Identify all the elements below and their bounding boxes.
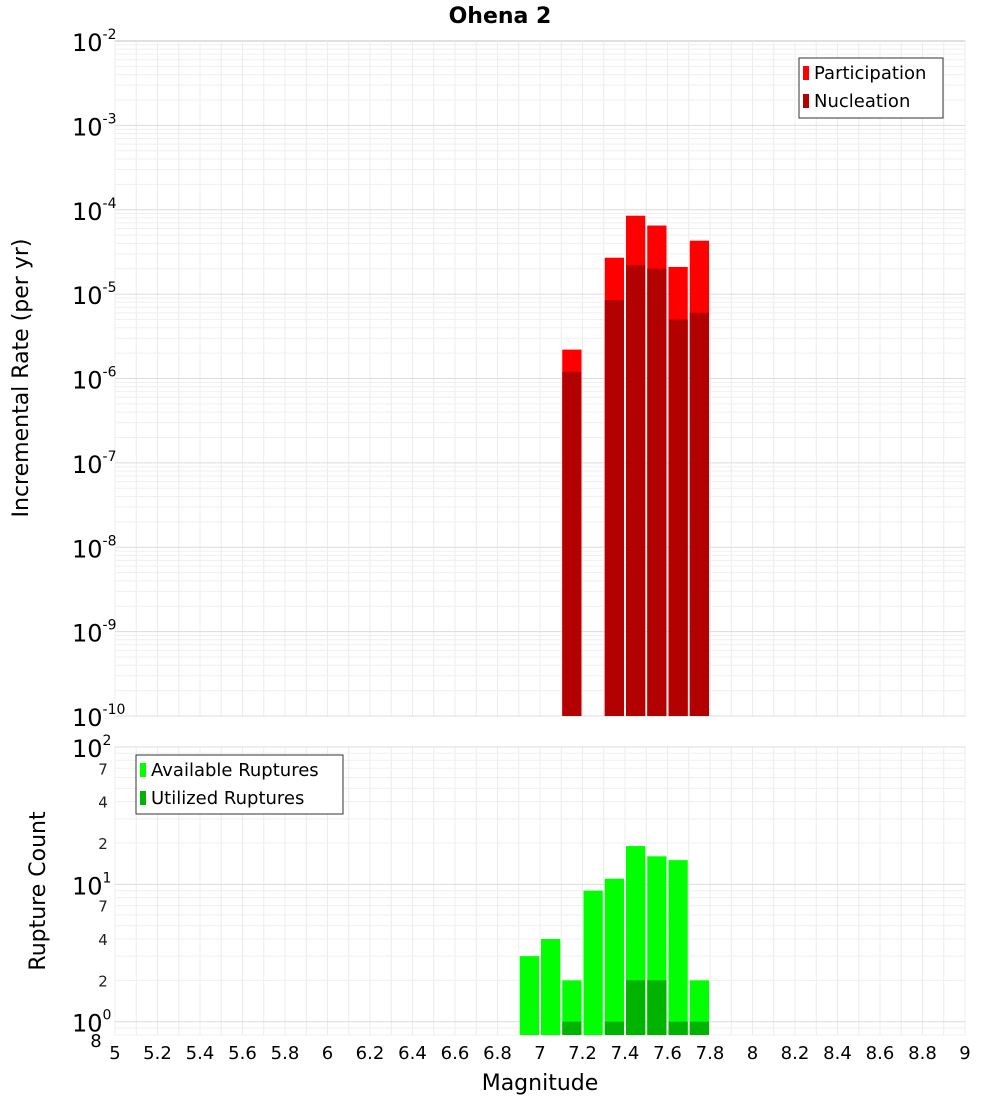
y-tick-label: 102	[72, 733, 111, 763]
legend-label: Available Ruptures	[151, 760, 319, 781]
y-tick-label: 10-4	[72, 196, 117, 226]
x-tick-label: 5.8	[271, 1043, 300, 1064]
y-minor-tick-label: 7	[98, 898, 108, 916]
x-tick-label: 6.6	[441, 1043, 470, 1064]
x-tick-label: 8.4	[823, 1043, 852, 1064]
y-minor-tick-label: 4	[98, 794, 108, 812]
bottom-y-axis-label: Rupture Count	[26, 811, 51, 971]
available-ruptures-bar	[519, 956, 539, 1035]
top-bars	[562, 215, 709, 717]
x-tick-label: 7	[534, 1043, 545, 1064]
utilized-ruptures-bar	[647, 980, 667, 1035]
x-tick-label: 7.6	[653, 1043, 682, 1064]
x-tick-label: 8.8	[908, 1043, 937, 1064]
y-tick-label: 10-2	[72, 27, 117, 57]
y-tick-label: 10-10	[72, 702, 125, 732]
x-tick-label: 7.8	[696, 1043, 725, 1064]
y-minor-tick-label: 4	[98, 931, 108, 949]
y-tick-label: 10-7	[72, 449, 117, 479]
legend-swatch	[140, 791, 146, 805]
x-tick-label: 5.6	[228, 1043, 257, 1064]
legend-label: Utilized Ruptures	[151, 788, 304, 809]
legend-box	[135, 754, 344, 815]
available-ruptures-bar	[604, 878, 624, 1035]
x-tick-label: 7.4	[611, 1043, 640, 1064]
x-tick-label: 6.8	[483, 1043, 512, 1064]
top-grid	[114, 41, 966, 717]
available-ruptures-bar	[689, 980, 709, 1035]
available-ruptures-bar	[583, 890, 603, 1035]
x-tick-label: 8.6	[866, 1043, 895, 1064]
x-tick-label: 5.4	[186, 1043, 215, 1064]
nucleation-bar	[647, 268, 667, 716]
y-minor-tick-label: 8	[90, 1031, 101, 1052]
x-axis-label: Magnitude	[482, 1071, 599, 1096]
bottom-y-ticks: 100 101 102 8 2 4 7 2 4 7	[72, 733, 111, 1052]
legend-swatch	[140, 763, 146, 777]
utilized-ruptures-bar	[604, 1021, 624, 1035]
bottom-bars	[519, 846, 709, 1035]
y-tick-label: 10-5	[72, 280, 117, 310]
nucleation-bar	[689, 312, 709, 716]
legend-label: Nucleation	[814, 91, 910, 112]
nucleation-bar	[604, 300, 624, 716]
legend-swatch	[803, 66, 809, 80]
bottom-panel: 100 101 102 8 2 4 7 2 4 7 5 5.2 5.4 5.6 5.8 6 6.2 6.4 6.6…	[26, 733, 971, 1096]
utilized-ruptures-bar	[626, 980, 646, 1035]
x-tick-label: 8	[747, 1043, 758, 1064]
bottom-legend: Available Ruptures Utilized Ruptures	[135, 754, 344, 815]
legend-box	[798, 57, 944, 119]
available-ruptures-bar	[668, 860, 688, 1035]
nucleation-bar	[668, 319, 688, 716]
y-tick-label: 10-8	[72, 533, 117, 563]
y-tick-label: 10-3	[72, 111, 117, 141]
utilized-ruptures-bar	[668, 1021, 688, 1035]
y-minor-tick-label: 2	[98, 835, 108, 853]
y-tick-label: 101	[72, 870, 111, 900]
chart-title: Ohena 2	[449, 4, 552, 29]
nucleation-bar	[562, 371, 582, 716]
y-minor-tick-label: 7	[98, 760, 108, 778]
available-ruptures-bar	[562, 980, 582, 1035]
nucleation-bar	[626, 265, 646, 716]
utilized-ruptures-bar	[562, 1021, 582, 1035]
x-tick-label: 9	[959, 1043, 970, 1064]
y-minor-tick-label: 2	[98, 972, 108, 990]
x-tick-label: 5	[109, 1043, 120, 1064]
available-ruptures-bar	[541, 939, 561, 1035]
y-tick-label: 100	[72, 1008, 111, 1038]
x-tick-label: 8.2	[781, 1043, 810, 1064]
top-panel: 10-10 10-9 10-8 10-7 10-6 10-5 10-4 10-3 10-2 In…	[9, 27, 966, 732]
top-y-axis-label: Incremental Rate (per yr)	[9, 239, 34, 518]
x-tick-label: 7.2	[568, 1043, 597, 1064]
bottom-grid	[114, 746, 966, 1036]
utilized-ruptures-bar	[689, 1021, 709, 1035]
y-tick-label: 10-9	[72, 618, 117, 648]
legend-label: Participation	[814, 63, 926, 84]
x-tick-label: 5.2	[143, 1043, 172, 1064]
x-ticks: 5 5.2 5.4 5.6 5.8 6 6.2 6.4 6.6 6.8 7 7.2 7.4 7.6 7.8 8…	[109, 1043, 970, 1064]
x-tick-label: 6.4	[398, 1043, 427, 1064]
top-y-ticks: 10-10 10-9 10-8 10-7 10-6 10-5 10-4 10-3 10-2	[72, 27, 125, 732]
x-tick-label: 6	[322, 1043, 333, 1064]
y-tick-label: 10-6	[72, 365, 117, 395]
legend-swatch	[803, 94, 809, 108]
x-tick-label: 6.2	[356, 1043, 385, 1064]
top-legend: Participation Nucleation	[798, 57, 944, 119]
